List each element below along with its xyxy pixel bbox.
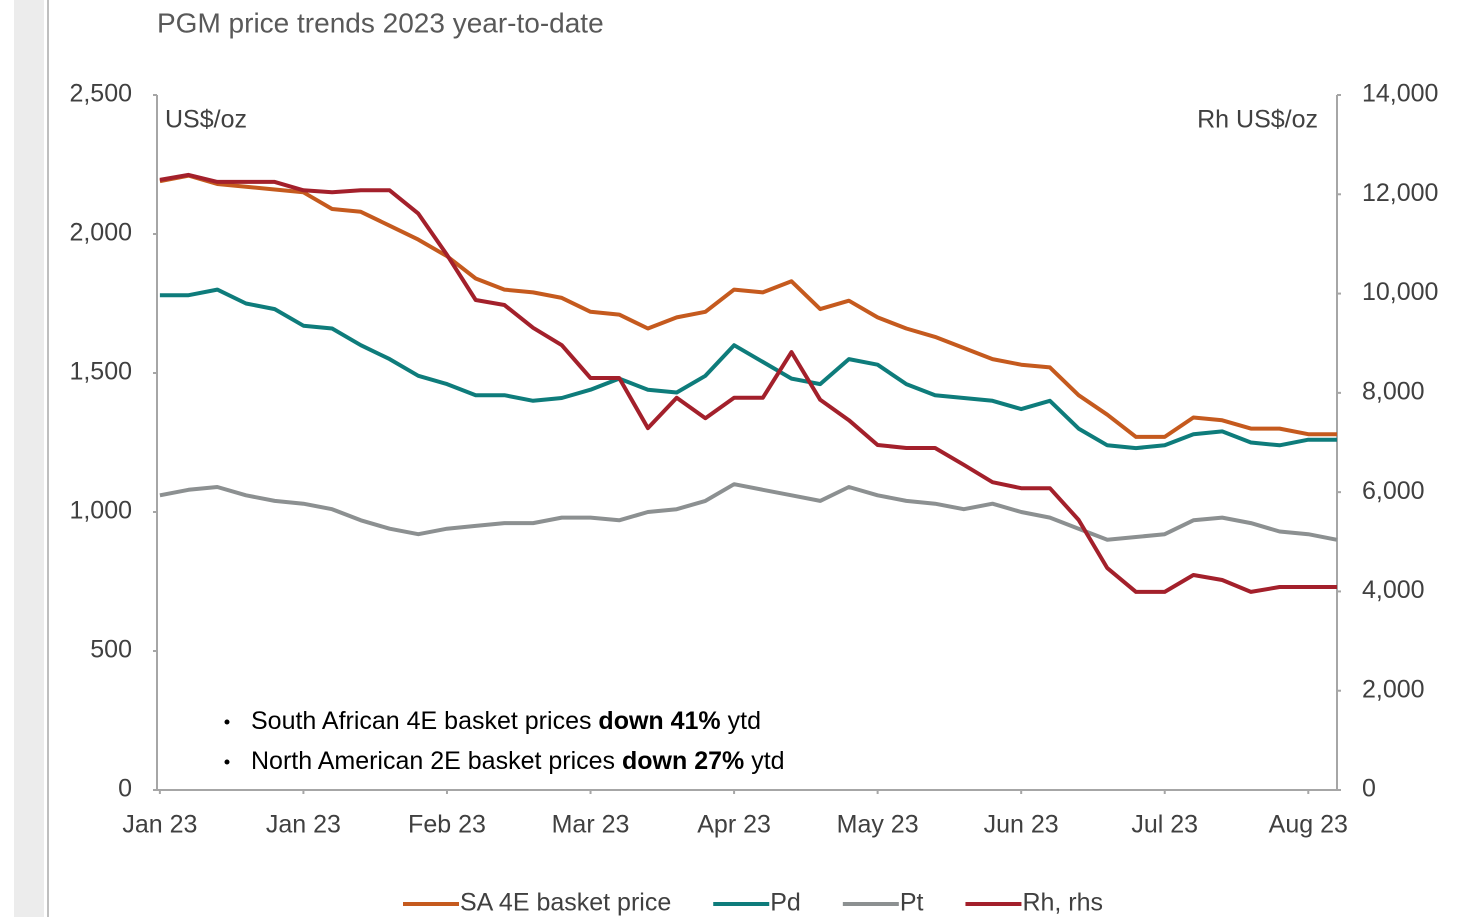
series-line: [159, 287, 1337, 451]
series-line: [159, 482, 1338, 542]
annotation: North American 2E basket prices down 27%…: [251, 747, 785, 775]
y2-tick-label: 4,000: [1362, 576, 1425, 604]
legend-label: SA 4E basket price: [460, 889, 671, 917]
y-tick-label: 500: [90, 636, 132, 664]
annotation-text: North American 2E basket prices: [251, 747, 622, 775]
series-line: [159, 172, 1337, 594]
legend-label: Pd: [770, 889, 801, 917]
legend-label: Pt: [900, 889, 924, 917]
side-bar: [14, 0, 44, 917]
annotation-after: ytd: [744, 747, 784, 775]
y2-tick-label: 10,000: [1362, 278, 1438, 306]
x-tick-label: Apr 23: [697, 811, 771, 839]
y-axis-label: US$/oz: [165, 106, 247, 134]
x-tick-label: Aug 23: [1269, 811, 1348, 839]
annotation-after: ytd: [721, 707, 761, 735]
y-tick-label: 1,000: [69, 497, 132, 525]
y2-tick-label: 8,000: [1362, 377, 1425, 405]
bullet: [224, 719, 230, 725]
y2-tick-label: 12,000: [1362, 179, 1438, 207]
y-tick-label: 0: [118, 775, 132, 803]
x-tick-label: Jan 23: [122, 811, 197, 839]
annotation-bold: down 27%: [622, 747, 744, 775]
annotation: South African 4E basket prices down 41% …: [251, 707, 761, 735]
annotation-bold: down 41%: [598, 707, 720, 735]
y-tick-label: 2,000: [69, 219, 132, 247]
y2-tick-label: 2,000: [1362, 675, 1425, 703]
y2-tick-label: 0: [1362, 775, 1376, 803]
x-tick-label: Jul 23: [1131, 811, 1198, 839]
x-tick-label: Feb 23: [408, 811, 486, 839]
series-line: [159, 173, 1337, 439]
x-tick-label: Jan 23: [266, 811, 341, 839]
y-tick-label: 1,500: [69, 358, 132, 386]
y2-tick-label: 6,000: [1362, 477, 1425, 505]
y2-axis-label: Rh US$/oz: [1197, 106, 1318, 134]
legend-label: Rh, rhs: [1022, 889, 1103, 917]
x-tick-label: Mar 23: [552, 811, 630, 839]
x-tick-label: Jun 23: [984, 811, 1059, 839]
bullet: [224, 759, 230, 765]
annotation-text: South African 4E basket prices: [251, 707, 598, 735]
x-tick-label: May 23: [837, 811, 919, 839]
y2-tick-label: 14,000: [1362, 80, 1438, 108]
y-tick-label: 2,500: [69, 80, 132, 108]
chart-title: PGM price trends 2023 year-to-date: [157, 7, 604, 38]
